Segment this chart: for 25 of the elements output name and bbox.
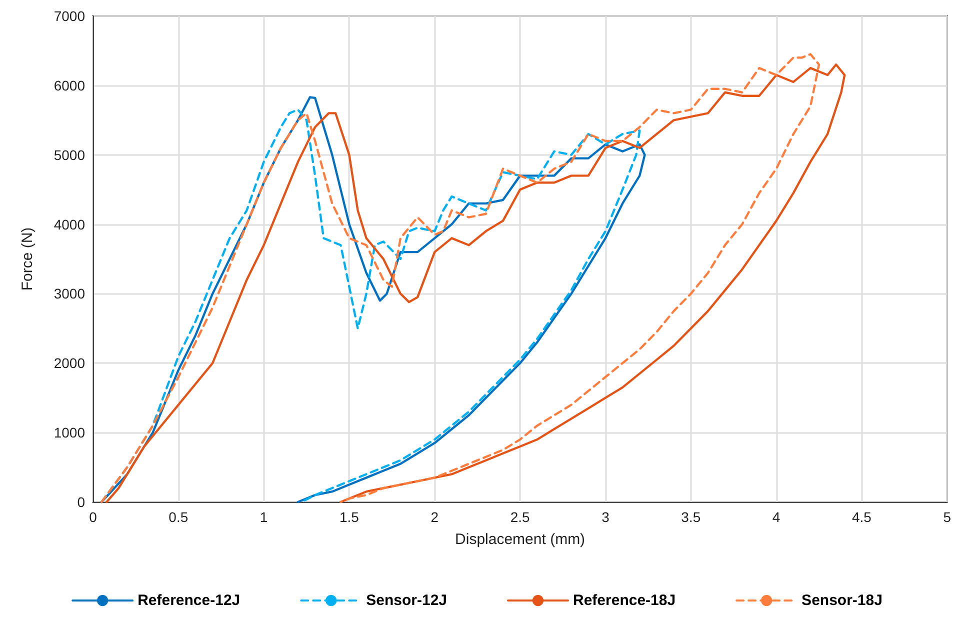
y-tick-label: 3000 (54, 286, 86, 302)
legend-label: Reference-12J (138, 592, 240, 609)
y-tick-label: 7000 (54, 8, 86, 24)
y-tick-label: 1000 (54, 424, 86, 441)
y-tick-label: 0 (77, 494, 86, 510)
legend-label: Sensor-18J (802, 592, 882, 609)
x-tick-label: 1 (260, 509, 268, 525)
x-tick-label: 2.5 (510, 509, 530, 525)
x-axis-title: Displacement (mm) (455, 531, 586, 548)
x-tick-label: 0.5 (168, 509, 188, 525)
x-tick-label: 4 (772, 509, 780, 525)
y-tick-label: 2000 (54, 355, 86, 372)
y-tick-label: 6000 (54, 77, 86, 94)
x-tick-label: 4.5 (852, 509, 872, 525)
legend-label: Sensor-12J (366, 592, 447, 609)
x-tick-label: 5 (943, 509, 952, 525)
x-tick-label: 0 (89, 509, 98, 525)
y-tick-label: 4000 (54, 216, 86, 232)
x-tick-label: 2 (430, 509, 439, 525)
x-tick-label: 1.5 (340, 509, 360, 525)
legend-label: Reference-18J (573, 592, 676, 609)
x-tick-label: 3 (602, 509, 610, 525)
x-tick-label: 3.5 (681, 509, 701, 525)
y-tick-label: 5000 (54, 146, 86, 163)
y-axis-title: Force (N) (19, 227, 36, 291)
